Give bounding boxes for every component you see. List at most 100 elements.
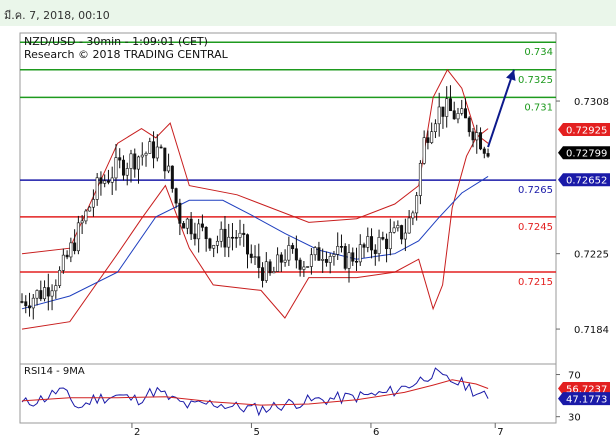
candle-body — [28, 305, 32, 309]
candle-body — [426, 137, 430, 143]
candle-body — [61, 254, 65, 271]
candle-body — [396, 225, 400, 229]
candle-body — [163, 147, 167, 172]
candle-body — [76, 222, 80, 252]
candle-body — [73, 242, 77, 252]
candle-body — [80, 220, 84, 224]
candle-body — [366, 236, 370, 248]
y-tick-label-0.7308: 0.7308 — [574, 97, 609, 108]
level-label-0.731: 0.731 — [524, 102, 553, 113]
candle-body — [114, 157, 118, 179]
candle-body — [159, 146, 163, 149]
candle-body — [437, 106, 441, 125]
forecast-arrow-line — [487, 69, 515, 148]
level-label-0.7325: 0.7325 — [518, 75, 553, 86]
candle-body — [388, 231, 392, 250]
candle-body — [253, 256, 257, 258]
candle-body — [471, 131, 475, 141]
candle-body — [125, 168, 129, 176]
price-tag-0.72652: 0.72652 — [566, 176, 607, 187]
candle-body — [148, 141, 152, 154]
header-bar: มี.ค. 7, 2018, 00:10 — [0, 0, 616, 26]
candle-body — [291, 245, 295, 250]
candle-body — [261, 267, 265, 281]
candle-body — [324, 259, 328, 263]
candle-body — [121, 159, 125, 176]
candle-body — [88, 206, 92, 212]
rsi-tag-56.7237-bg — [558, 382, 610, 396]
candle-body — [339, 246, 343, 248]
level-label-0.7215: 0.7215 — [518, 277, 553, 288]
candle-body — [219, 228, 223, 242]
candle-body — [467, 117, 471, 133]
rsi-plot-frame — [19, 363, 557, 424]
candle-body — [445, 98, 449, 117]
main-plot: 0.734 0.7325 0.731 0.7265 0.7245 0.7215 0.7308… — [20, 41, 610, 336]
candle-body — [264, 261, 268, 281]
candle-body — [441, 106, 445, 117]
candle-body — [482, 148, 486, 154]
price-tag-0.72925-bg — [558, 123, 610, 137]
rsi-tick-label-70: 70 — [568, 371, 581, 382]
candle-body — [185, 218, 189, 229]
level-label-0.7265: 0.7265 — [518, 185, 553, 196]
candle-body — [144, 153, 148, 156]
candle-body — [276, 254, 280, 272]
candle-body — [182, 223, 186, 229]
candle-body — [328, 256, 332, 263]
candle-body — [170, 165, 174, 189]
level-label-0.734: 0.734 — [524, 47, 553, 58]
candle-body — [234, 237, 238, 239]
rsi-ma-line — [21, 379, 489, 406]
candle-body — [215, 240, 219, 246]
candle-body — [460, 108, 464, 114]
header-datetime: มี.ค. 7, 2018, 00:10 — [4, 9, 110, 22]
candle-body — [95, 177, 99, 200]
candle-body — [433, 123, 437, 132]
candle-body — [20, 301, 24, 303]
candle-body — [46, 287, 50, 297]
candle-body — [50, 290, 54, 297]
moving-average-line — [21, 175, 489, 310]
candle-body — [189, 218, 193, 235]
candle-body — [227, 236, 231, 248]
candle-body — [106, 180, 110, 183]
candle-body — [456, 113, 460, 120]
candle-body — [91, 199, 95, 208]
candle-body — [31, 297, 35, 309]
candle-body — [400, 225, 404, 240]
candle-body — [336, 246, 340, 255]
price-tag-0.72925: 0.72925 — [566, 126, 607, 137]
candle-body — [407, 217, 411, 234]
candle-body — [283, 259, 287, 263]
candle-body — [208, 238, 212, 249]
candle-body — [313, 247, 317, 256]
rsi-tag-47.1773: 47.1773 — [566, 395, 607, 406]
candle-body — [321, 259, 325, 261]
bollinger-upper-line — [21, 68, 489, 255]
x-tick-label-6: 6 — [373, 427, 379, 438]
x-tick-label-5: 5 — [253, 427, 259, 438]
candle-body — [302, 266, 306, 270]
candle-body — [452, 110, 456, 120]
candle-body — [486, 153, 490, 157]
candle-body — [403, 232, 407, 240]
x-tick-label-7: 7 — [497, 427, 503, 438]
candle-body — [24, 301, 28, 307]
candle-body — [287, 245, 291, 261]
candle-body — [69, 242, 73, 258]
candle-body — [448, 98, 452, 112]
candle-body — [463, 108, 467, 119]
rsi-tick-label-30: 30 — [568, 413, 581, 424]
price-tag-0.72799: 0.72799 — [566, 149, 607, 160]
candle-body — [370, 236, 374, 251]
candle-body — [347, 252, 351, 269]
candle-body — [242, 232, 246, 235]
candle-body — [294, 248, 298, 261]
candle-body — [103, 180, 107, 184]
candle-body — [204, 227, 208, 240]
candle-body — [58, 270, 62, 286]
candle-body — [39, 290, 43, 300]
candle-body — [332, 254, 336, 257]
